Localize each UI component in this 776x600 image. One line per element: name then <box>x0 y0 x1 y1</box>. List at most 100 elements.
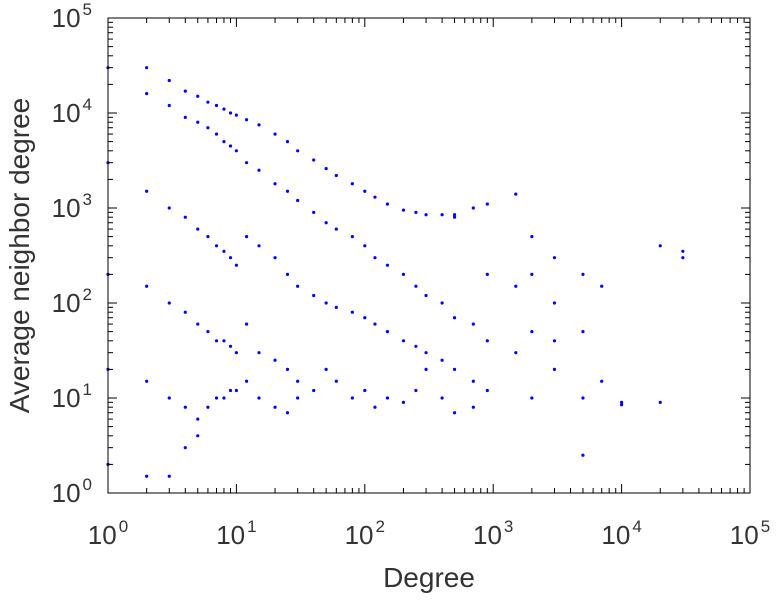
data-point <box>273 256 277 260</box>
data-point <box>296 284 300 288</box>
data-point <box>167 301 171 305</box>
data-point <box>312 210 316 214</box>
data-point <box>581 453 585 457</box>
data-point <box>206 126 210 130</box>
data-point <box>401 339 406 343</box>
data-point <box>440 301 444 305</box>
data-point <box>312 388 316 393</box>
data-point <box>296 379 300 383</box>
data-point <box>214 103 219 108</box>
data-point <box>222 249 226 253</box>
data-point <box>350 396 354 400</box>
data-point <box>530 272 534 276</box>
data-point <box>530 235 534 239</box>
data-point <box>257 396 261 400</box>
data-point <box>620 400 624 404</box>
data-point <box>145 92 149 96</box>
y-tick-label: 10 3 <box>52 190 92 223</box>
data-point <box>222 396 226 400</box>
data-point <box>471 379 475 383</box>
data-point <box>452 367 457 371</box>
data-point <box>296 149 300 153</box>
data-point <box>183 89 187 93</box>
data-point <box>145 189 149 193</box>
data-point <box>296 198 300 203</box>
plot-frame <box>107 17 751 494</box>
data-point <box>373 256 377 260</box>
data-point <box>485 202 489 206</box>
data-point <box>222 140 226 144</box>
data-point <box>363 189 367 193</box>
y-tick-label: 10 4 <box>52 95 92 128</box>
data-point <box>206 235 210 239</box>
data-point <box>414 344 418 348</box>
data-point <box>296 396 300 400</box>
data-point <box>681 256 685 260</box>
data-point <box>552 339 557 343</box>
data-point <box>234 351 238 355</box>
data-point <box>214 396 219 400</box>
data-point <box>552 256 557 260</box>
data-point <box>222 339 226 343</box>
data-point <box>440 213 444 217</box>
data-point <box>530 396 534 400</box>
data-point <box>414 284 418 288</box>
data-point <box>424 213 428 217</box>
data-point <box>206 330 210 334</box>
data-point <box>324 367 328 371</box>
y-tick-label: 10 5 <box>52 0 92 33</box>
x-tick-label: 10 2 <box>345 517 385 550</box>
data-point <box>452 213 457 217</box>
data-point <box>273 132 277 136</box>
data-point <box>552 367 557 371</box>
data-point <box>234 113 238 117</box>
data-point <box>658 244 662 248</box>
data-point <box>257 244 261 248</box>
data-point <box>257 351 261 355</box>
data-point <box>681 249 685 253</box>
data-point <box>312 293 316 298</box>
data-point <box>257 123 261 127</box>
data-point <box>183 115 187 119</box>
data-point <box>452 215 457 219</box>
data-point <box>440 358 444 362</box>
data-point <box>414 388 418 393</box>
data-point <box>414 210 418 214</box>
data-point <box>234 388 238 393</box>
data-point <box>514 284 518 288</box>
data-point <box>167 103 171 108</box>
data-point <box>373 405 377 409</box>
data-point <box>228 111 233 115</box>
data-point <box>363 388 367 393</box>
data-point <box>581 396 585 400</box>
data-point <box>530 330 534 334</box>
data-point <box>350 310 354 314</box>
y-tick-label: 10 1 <box>52 380 92 413</box>
data-point <box>334 173 338 178</box>
data-point <box>196 434 200 438</box>
data-point <box>244 161 249 165</box>
data-point <box>440 396 444 400</box>
data-point <box>145 66 149 70</box>
data-point <box>600 284 604 288</box>
data-point <box>363 316 367 320</box>
data-point <box>228 344 233 348</box>
data-point <box>600 379 604 383</box>
ticks-layer <box>107 17 751 494</box>
x-tick-label: 10 1 <box>216 517 256 550</box>
data-point <box>401 208 406 212</box>
data-point <box>324 221 328 225</box>
data-point <box>312 158 316 162</box>
data-point <box>385 263 390 267</box>
data-point <box>273 358 277 362</box>
data-point <box>167 474 171 478</box>
data-point <box>452 411 457 415</box>
data-point <box>222 107 226 111</box>
data-point <box>471 322 475 326</box>
data-point <box>214 244 219 248</box>
x-tick-label: 10 0 <box>88 517 128 550</box>
data-point <box>214 132 219 136</box>
